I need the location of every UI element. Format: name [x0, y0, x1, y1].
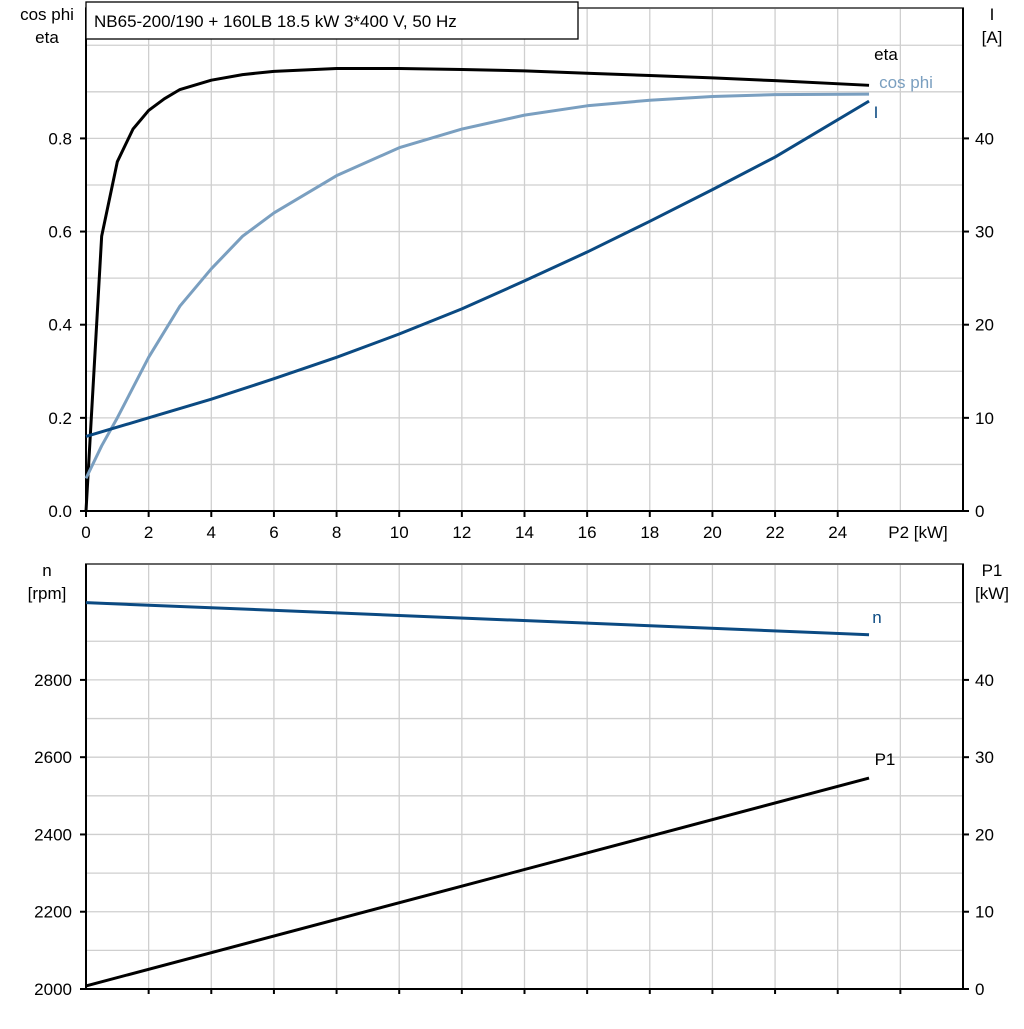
x-tick-label: 8 [332, 523, 341, 542]
series-label-n: n [872, 608, 881, 627]
y-tick-label-left: 0.4 [48, 316, 72, 335]
series-line-n [85, 601, 870, 637]
series-label-P1: P1 [875, 750, 896, 769]
x-tick-label: 6 [269, 523, 278, 542]
series-line-eta [84, 67, 870, 512]
y-axis-label-left: [rpm] [28, 584, 67, 603]
y-tick-label-left: 0.6 [48, 223, 72, 242]
y-axis-label-left: n [42, 561, 51, 580]
y-tick-label-right: 30 [975, 223, 994, 242]
y-tick-label-right: 10 [975, 903, 994, 922]
y-axis-label-right: I [990, 5, 995, 24]
y-axis-label-left: eta [35, 28, 59, 47]
y-tick-label-left: 2600 [34, 748, 72, 767]
y-axis-label-right: [A] [982, 28, 1003, 47]
x-tick-label: 16 [578, 523, 597, 542]
x-tick-label: 20 [703, 523, 722, 542]
series-line-I [85, 99, 870, 438]
series-line-cos-phi [84, 92, 870, 480]
y-tick-label-left: 2000 [34, 980, 72, 999]
x-tick-label: 4 [207, 523, 216, 542]
x-tick-label: 2 [144, 523, 153, 542]
y-tick-label-right: 10 [975, 409, 994, 428]
y-tick-label-right: 20 [975, 825, 994, 844]
series-label-I: I [874, 103, 879, 122]
y-axis-label-right: P1 [982, 561, 1003, 580]
y-tick-label-left: 2200 [34, 903, 72, 922]
y-tick-label-left: 0.2 [48, 409, 72, 428]
x-axis-label: P2 [kW] [888, 523, 948, 542]
series-label-eta: eta [874, 45, 898, 64]
x-tick-label: 0 [81, 523, 90, 542]
y-tick-label-right: 40 [975, 671, 994, 690]
y-axis-label-left: cos phi [20, 5, 74, 24]
y-tick-label-left: 2400 [34, 825, 72, 844]
x-tick-label: 10 [390, 523, 409, 542]
y-axis-label-right: [kW] [975, 584, 1009, 603]
chart-title: NB65-200/190 + 160LB 18.5 kW 3*400 V, 50… [94, 12, 457, 31]
y-tick-label-left: 0.8 [48, 129, 72, 148]
y-tick-label-right: 0 [975, 502, 984, 521]
y-tick-label-right: 20 [975, 316, 994, 335]
x-tick-label: 24 [828, 523, 847, 542]
y-tick-label-left: 0.0 [48, 502, 72, 521]
y-tick-label-right: 0 [975, 980, 984, 999]
bottom-chart: 2000 2200 2400 2600 2800 0 10 20 30 40 n [rpm] P1 [kW… [28, 561, 1009, 999]
x-tick-label: 22 [766, 523, 785, 542]
top-chart: 0.0 0.2 0.4 0.6 0.8 0 10 20 30 40 cos phi eta I [A] 0 2… [20, 5, 1002, 542]
x-tick-label: 14 [515, 523, 534, 542]
series-line-P1 [85, 776, 870, 988]
y-tick-label-right: 30 [975, 748, 994, 767]
y-tick-label-right: 40 [975, 129, 994, 148]
series-label-cos-phi: cos phi [879, 73, 933, 92]
x-tick-label: 12 [452, 523, 471, 542]
y-tick-label-left: 2800 [34, 671, 72, 690]
x-tick-label: 18 [640, 523, 659, 542]
title-box [85, 1, 579, 40]
